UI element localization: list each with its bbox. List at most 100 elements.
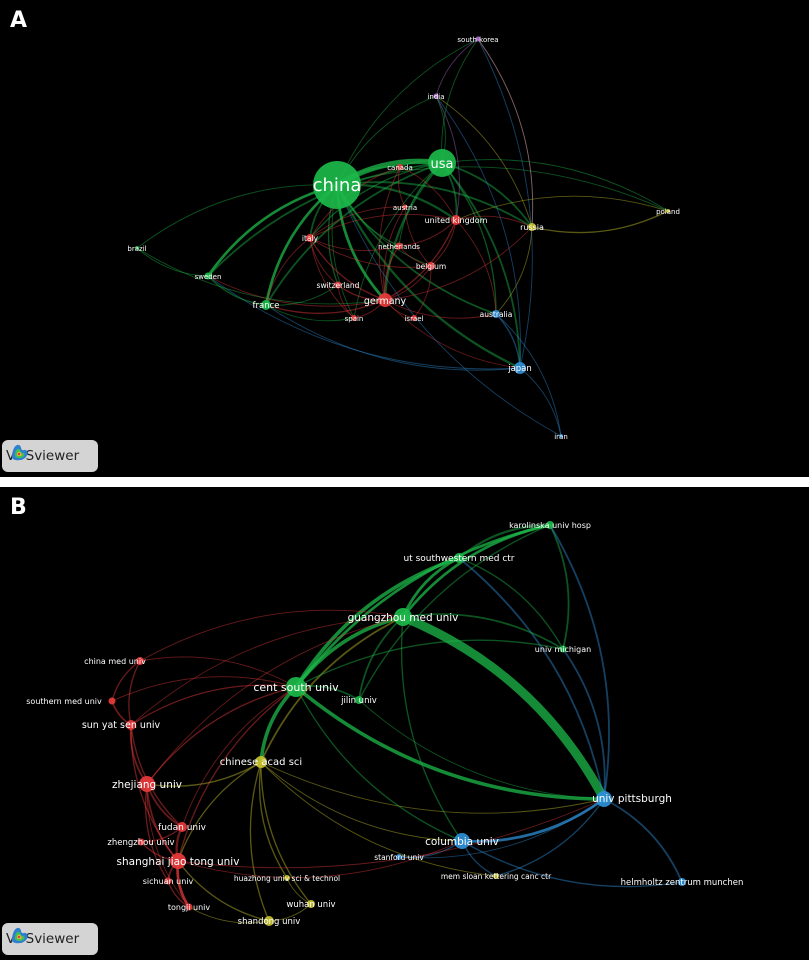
labels-layer: karolinska univ hosp ut southwestern med … [26,521,743,927]
panel-letter-b: B [10,495,27,520]
node-spain[interactable] [351,315,357,321]
node-label-cent-south-univ: cent south univ [253,681,339,694]
node-karolinska-univ-hosp[interactable] [546,521,554,529]
link-southern-med-univ-cent-south-univ [111,676,297,702]
node-canada[interactable] [397,164,403,170]
node-sweden[interactable] [204,272,212,280]
node-univ-pittsburgh[interactable] [596,791,612,807]
link-guangzhou-med-univ-univ-michigan [402,613,564,650]
vosviewer-badge: VOSviewer [2,440,98,472]
link-cent-south-univ-columbia-univ [295,686,463,842]
node-label-brazil: brazil [127,245,146,253]
node-label-iran: iran [554,433,568,441]
node-austria[interactable] [402,204,408,210]
link-shanghai-jiao-tong-univ-univ-pittsburgh [177,798,605,869]
link-tongji-univ-zhejiang-univ [146,783,190,908]
node-sichuan-univ[interactable] [164,877,172,885]
node-label-russia: russia [520,223,544,232]
node-label-germany: germany [364,296,407,307]
node-jilin-univ[interactable] [355,696,363,704]
link-united-kingdom-belgium [430,219,457,267]
node-iran[interactable] [559,434,563,438]
node-china[interactable] [313,161,361,209]
node-label-helmholtz-zentrum-munchen: helmholtz zentrum munchen [621,878,744,888]
link-russia-south-korea [477,38,534,228]
node-united-kingdom[interactable] [451,215,461,225]
node-label-huazhong-univ-sci-technol: huazhong univ sci & technol [234,874,340,883]
node-label-japan: japan [507,364,532,374]
node-guangzhou-med-univ[interactable] [394,608,412,626]
link-usa-germany [383,161,444,302]
node-mem-sloan-kettering-canc-ctr[interactable] [493,873,499,879]
node-label-karolinska-univ-hosp: karolinska univ hosp [509,521,591,530]
node-columbia-univ[interactable] [454,833,470,849]
node-fudan-univ[interactable] [177,822,187,832]
node-wuhan-univ[interactable] [307,900,315,908]
node-label-china: china [313,175,362,196]
node-label-sweden: sweden [195,273,222,281]
node-japan[interactable] [514,362,526,374]
node-label-southern-med-univ: southern med univ [26,697,102,706]
node-zhejiang-univ[interactable] [139,776,155,792]
node-label-poland: poland [656,208,680,216]
link-univ-pittsburgh-helmholtz-zentrum-munchen [603,798,683,883]
node-label-sun-yat-sen-univ: sun yat sen univ [82,720,161,731]
node-shandong-univ[interactable] [264,916,274,926]
node-china-med-univ[interactable] [136,657,144,665]
node-tongji-univ[interactable] [185,903,193,911]
link-germany-australia [384,299,497,319]
link-cent-south-univ-univ-michigan [295,639,564,688]
node-india[interactable] [433,93,439,99]
node-label-ut-southwestern-med-ctr: ut southwestern med ctr [403,554,514,564]
link-france-spain [265,304,355,322]
link-iran-china [336,184,562,437]
node-poland[interactable] [666,209,670,213]
node-brazil[interactable] [135,246,139,250]
node-label-stanford-univ: stanford univ [374,853,424,862]
node-stanford-univ[interactable] [396,854,402,860]
node-chinese-acad-sci[interactable] [255,756,267,768]
node-southern-med-univ[interactable] [108,697,116,705]
link-stanford-univ-univ-pittsburgh [398,798,605,859]
node-cent-south-univ[interactable] [286,677,306,697]
node-south-korea[interactable] [475,36,481,42]
node-france[interactable] [261,300,271,310]
node-shanghai-jiao-tong-univ[interactable] [170,853,186,869]
link-univ-pittsburgh-ut-southwestern-med-ctr [458,557,605,800]
node-label-netherlands: netherlands [378,243,420,251]
link-usa-south-korea [441,38,479,164]
node-zhengzhou-univ[interactable] [137,838,145,846]
node-label-zhengzhou-univ: zhengzhou univ [107,838,174,848]
node-israel[interactable] [411,315,417,321]
link-japan-south-korea [477,38,533,369]
labels-layer: china usa south korea india canada austria uni… [127,36,680,441]
node-russia[interactable] [528,223,536,231]
link-shandong-univ-tongji-univ [188,906,270,924]
node-usa[interactable] [428,149,456,177]
node-switzerland[interactable] [334,281,342,289]
vosviewer-logo-icon [12,444,28,461]
node-label-sichuan-univ: sichuan univ [143,877,194,886]
node-ut-southwestern-med-ctr[interactable] [454,553,464,563]
node-belgium[interactable] [427,262,435,270]
link-italy-france [265,237,311,306]
node-australia[interactable] [492,310,500,318]
node-netherlands[interactable] [395,242,403,250]
link-australia-iran [495,313,562,437]
node-helmholtz-zentrum-munchen[interactable] [678,878,686,886]
node-italy[interactable] [306,234,314,242]
institution-network-graph: karolinska univ hosp ut southwestern med … [26,521,743,927]
node-huazhong-univ-sci-technol[interactable] [284,875,290,881]
link-south-korea-india [435,38,479,97]
node-label-spain: spain [345,315,364,323]
node-label-jilin-univ: jilin univ [340,696,377,706]
link-south-korea-russia [477,38,534,228]
node-germany[interactable] [378,293,392,307]
link-canada-austria [398,166,406,208]
link-italy-united-kingdom [309,213,457,239]
link-japan-india [435,95,521,369]
node-univ-michigan[interactable] [559,645,567,653]
node-sun-yat-sen-univ[interactable] [126,720,136,730]
link-china-australia [336,184,497,315]
node-label-univ-pittsburgh: univ pittsburgh [592,793,672,805]
